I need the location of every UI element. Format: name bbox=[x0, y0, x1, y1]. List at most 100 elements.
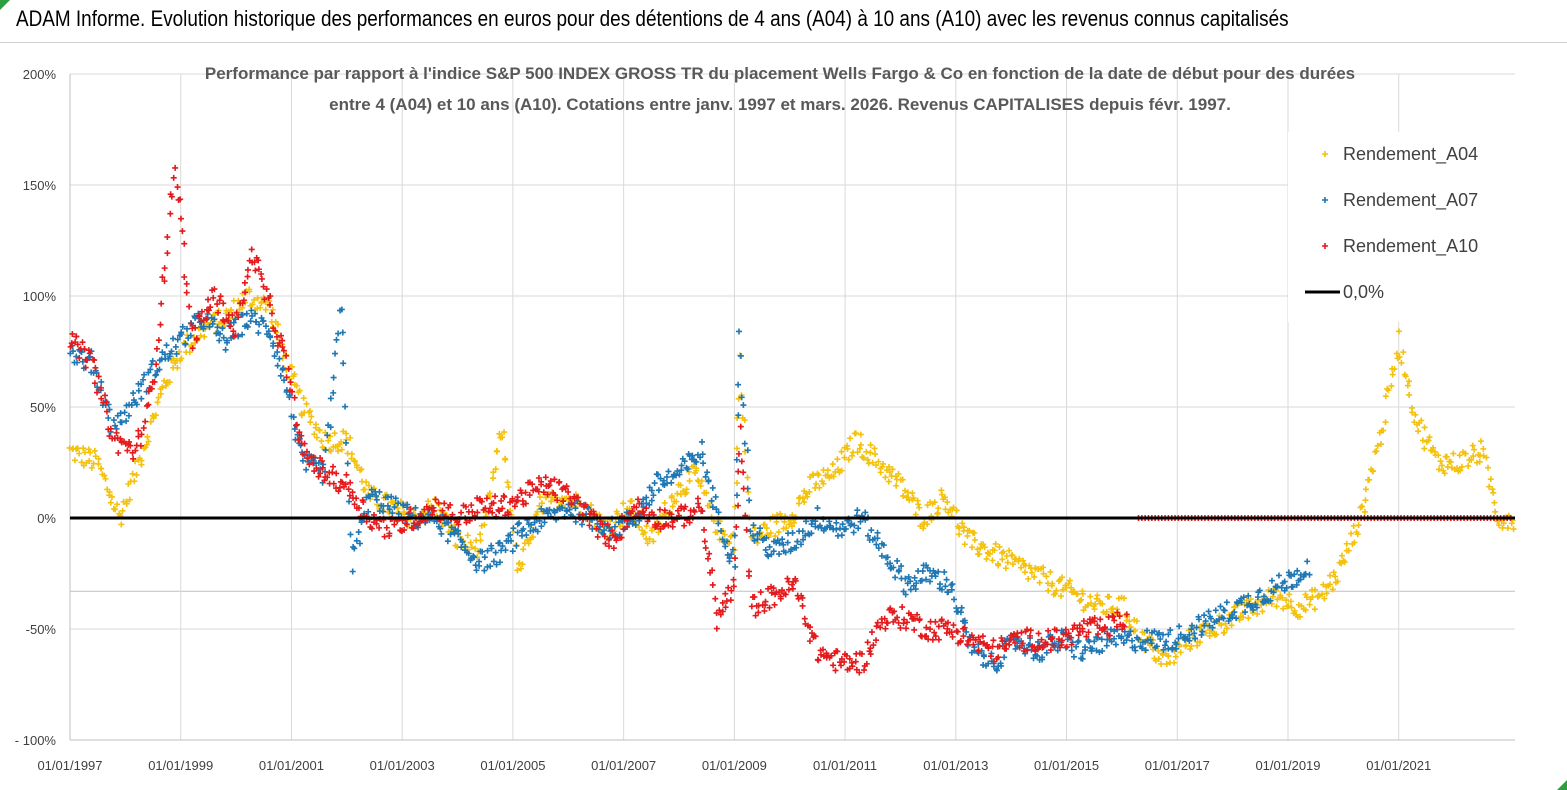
data-point bbox=[519, 561, 526, 568]
data-point bbox=[845, 456, 852, 463]
data-point bbox=[1415, 428, 1422, 435]
data-point bbox=[133, 471, 140, 478]
data-point bbox=[258, 270, 265, 277]
data-point bbox=[360, 498, 367, 505]
data-point bbox=[975, 634, 982, 641]
data-point bbox=[296, 387, 303, 394]
data-point bbox=[1081, 644, 1088, 651]
data-point bbox=[1193, 624, 1200, 631]
corner-triangle-icon bbox=[1557, 780, 1567, 790]
data-point bbox=[170, 355, 177, 362]
data-point bbox=[70, 348, 77, 355]
data-point bbox=[643, 494, 650, 501]
data-point bbox=[999, 556, 1006, 563]
data-point bbox=[1006, 547, 1013, 554]
data-point bbox=[301, 440, 308, 447]
data-point bbox=[203, 316, 210, 323]
data-point bbox=[1055, 636, 1062, 643]
data-point bbox=[101, 472, 108, 479]
data-point bbox=[873, 462, 880, 469]
data-point bbox=[1412, 411, 1419, 418]
data-point bbox=[1085, 629, 1092, 636]
data-point bbox=[808, 530, 815, 537]
data-point bbox=[91, 380, 98, 387]
series-rendement-a10 bbox=[67, 164, 1130, 676]
data-point bbox=[1447, 458, 1454, 465]
data-point bbox=[655, 520, 662, 527]
data-point bbox=[1059, 637, 1066, 644]
series-rendement-a07 bbox=[67, 306, 1313, 674]
data-point bbox=[636, 500, 643, 507]
data-point bbox=[1457, 467, 1464, 474]
data-point bbox=[492, 493, 499, 500]
data-point bbox=[313, 465, 320, 472]
data-point bbox=[782, 591, 789, 598]
data-point bbox=[401, 509, 408, 516]
data-point bbox=[472, 545, 479, 552]
data-point bbox=[1268, 600, 1275, 607]
data-point bbox=[514, 521, 521, 528]
data-point bbox=[493, 561, 500, 568]
data-point bbox=[201, 333, 208, 340]
data-point bbox=[118, 521, 125, 528]
data-point bbox=[242, 289, 249, 296]
data-point bbox=[507, 531, 514, 538]
data-point bbox=[585, 504, 592, 511]
data-point bbox=[538, 500, 545, 507]
data-point bbox=[907, 611, 914, 618]
data-point bbox=[905, 573, 912, 580]
data-point bbox=[1121, 623, 1128, 630]
data-point bbox=[447, 501, 454, 508]
data-point bbox=[650, 492, 657, 499]
data-point bbox=[695, 500, 702, 507]
data-point bbox=[877, 469, 884, 476]
data-point bbox=[732, 555, 739, 562]
data-point bbox=[594, 533, 601, 540]
data-point bbox=[249, 301, 256, 308]
data-point bbox=[894, 614, 901, 621]
data-point bbox=[1396, 354, 1403, 361]
data-point bbox=[574, 494, 581, 501]
data-point bbox=[1073, 643, 1080, 650]
legend: Rendement_A04 Rendement_A07 Rendement_A10 0… bbox=[1305, 144, 1478, 302]
data-point bbox=[490, 499, 497, 506]
data-point bbox=[747, 528, 754, 535]
data-point bbox=[677, 482, 684, 489]
data-point bbox=[882, 474, 889, 481]
data-point bbox=[1247, 596, 1254, 603]
data-point bbox=[788, 523, 795, 530]
data-point bbox=[73, 333, 80, 340]
data-point bbox=[1233, 615, 1240, 622]
data-point bbox=[138, 381, 145, 388]
data-point bbox=[722, 543, 729, 550]
data-point bbox=[950, 504, 957, 511]
data-point bbox=[544, 491, 551, 498]
data-point bbox=[1199, 628, 1206, 635]
data-point bbox=[885, 478, 892, 485]
data-point bbox=[181, 240, 188, 247]
data-point bbox=[857, 431, 864, 438]
data-point bbox=[501, 493, 508, 500]
data-point bbox=[1040, 564, 1047, 571]
data-point bbox=[303, 466, 310, 473]
x-tick-label: 01/01/2001 bbox=[259, 758, 324, 773]
data-point bbox=[355, 529, 362, 536]
data-point bbox=[1218, 621, 1225, 628]
data-point bbox=[1079, 590, 1086, 597]
data-point bbox=[342, 481, 349, 488]
data-point bbox=[1165, 652, 1172, 659]
data-point bbox=[719, 599, 726, 606]
data-point bbox=[542, 474, 549, 481]
data-point bbox=[239, 331, 246, 338]
series-layer bbox=[66, 164, 1517, 676]
data-point bbox=[691, 508, 698, 515]
data-point bbox=[270, 340, 277, 347]
data-point bbox=[141, 371, 148, 378]
data-point bbox=[1079, 625, 1086, 632]
data-point bbox=[463, 519, 470, 526]
data-point bbox=[903, 625, 910, 632]
data-point bbox=[578, 521, 585, 528]
data-point bbox=[178, 329, 185, 336]
data-point bbox=[799, 594, 806, 601]
data-point bbox=[1485, 464, 1491, 471]
